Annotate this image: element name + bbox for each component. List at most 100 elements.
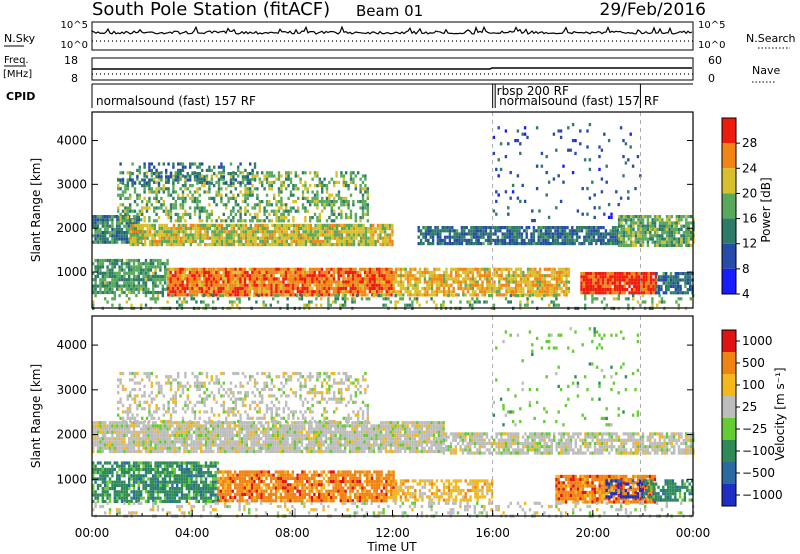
data-cell bbox=[150, 178, 153, 182]
data-cell bbox=[179, 203, 182, 207]
data-cell bbox=[607, 139, 611, 143]
data-cell bbox=[404, 286, 407, 291]
data-cell bbox=[500, 270, 503, 275]
data-cell bbox=[547, 180, 551, 184]
data-cell bbox=[599, 288, 602, 292]
data-cell bbox=[208, 223, 212, 227]
data-cell bbox=[356, 294, 359, 298]
data-cell bbox=[318, 212, 321, 216]
data-cell bbox=[108, 234, 112, 238]
data-cell bbox=[212, 294, 215, 298]
data-cell bbox=[318, 177, 321, 181]
data-cell bbox=[651, 221, 654, 225]
data-cell bbox=[212, 290, 216, 294]
data-cell bbox=[652, 288, 655, 292]
data-cell bbox=[218, 230, 221, 234]
data-cell bbox=[534, 274, 537, 278]
data-cell bbox=[585, 281, 588, 285]
data-cell bbox=[476, 297, 479, 301]
data-cell bbox=[155, 187, 158, 191]
data-cell bbox=[522, 280, 525, 284]
data-cell bbox=[685, 224, 688, 228]
data-cell bbox=[575, 232, 579, 236]
data-cell bbox=[181, 200, 185, 204]
data-cell bbox=[350, 227, 353, 231]
data-cell bbox=[158, 236, 161, 240]
nsky-frame bbox=[91, 21, 694, 51]
data-cell bbox=[280, 184, 283, 188]
data-cell bbox=[661, 237, 664, 241]
data-cell bbox=[617, 215, 621, 219]
data-cell bbox=[260, 267, 264, 271]
data-cell bbox=[300, 294, 304, 298]
data-cell bbox=[143, 172, 146, 176]
data-cell bbox=[477, 242, 480, 246]
data-cell bbox=[297, 233, 300, 237]
data-cell bbox=[328, 243, 332, 247]
data-cell bbox=[213, 233, 216, 237]
data-cell bbox=[452, 267, 455, 271]
data-cell bbox=[311, 293, 314, 297]
data-cell bbox=[165, 187, 168, 191]
data-cell bbox=[228, 239, 231, 243]
data-cell bbox=[481, 286, 484, 291]
data-cell bbox=[227, 286, 230, 291]
data-cell bbox=[311, 286, 314, 291]
data-cell bbox=[111, 440, 114, 444]
data-cell bbox=[632, 240, 635, 244]
data-cell bbox=[401, 297, 404, 301]
data-cell bbox=[404, 303, 407, 307]
data-cell bbox=[142, 271, 145, 275]
data-cell bbox=[287, 293, 290, 297]
data-cell bbox=[111, 437, 114, 441]
data-cell bbox=[104, 446, 107, 450]
data-cell bbox=[515, 226, 519, 230]
data-cell bbox=[325, 219, 329, 223]
data-cell bbox=[364, 236, 368, 240]
data-cell bbox=[597, 226, 600, 230]
data-cell bbox=[588, 167, 592, 171]
data-cell bbox=[251, 168, 254, 172]
data-cell bbox=[182, 233, 185, 237]
data-cell bbox=[330, 280, 333, 284]
data-cell bbox=[123, 224, 126, 228]
data-cell bbox=[477, 226, 480, 230]
data-cell bbox=[120, 424, 124, 428]
data-cell bbox=[304, 236, 308, 240]
data-cell bbox=[486, 277, 489, 281]
data-cell bbox=[128, 284, 131, 288]
data-cell bbox=[273, 223, 276, 227]
data-cell bbox=[264, 236, 267, 240]
data-cell bbox=[275, 212, 278, 216]
data-cell bbox=[433, 274, 436, 278]
data-cell bbox=[132, 290, 136, 295]
data-cell bbox=[585, 238, 588, 242]
data-cell bbox=[560, 286, 563, 291]
data-cell bbox=[439, 229, 442, 233]
ytick-label: 3000 bbox=[56, 177, 87, 191]
data-cell bbox=[204, 230, 207, 234]
data-cell bbox=[555, 297, 558, 301]
data-cell bbox=[386, 243, 389, 247]
data-cell bbox=[301, 193, 305, 197]
data-cell bbox=[303, 283, 307, 287]
data-cell bbox=[172, 230, 176, 234]
data-cell bbox=[406, 274, 410, 278]
data-cell bbox=[375, 286, 379, 291]
data-cell bbox=[178, 297, 181, 301]
data-cell bbox=[271, 233, 274, 237]
data-cell bbox=[169, 219, 173, 223]
data-cell bbox=[373, 274, 376, 278]
data-cell bbox=[617, 221, 621, 225]
data-cell bbox=[534, 293, 537, 297]
data-cell bbox=[223, 239, 226, 243]
data-cell bbox=[442, 290, 446, 294]
data-cell bbox=[573, 242, 576, 246]
data-cell bbox=[478, 277, 482, 281]
data-cell bbox=[180, 227, 183, 231]
data-cell bbox=[475, 232, 478, 236]
data-cell bbox=[652, 272, 655, 276]
data-cell bbox=[632, 294, 635, 298]
data-cell bbox=[130, 271, 133, 275]
data-cell bbox=[167, 209, 170, 213]
